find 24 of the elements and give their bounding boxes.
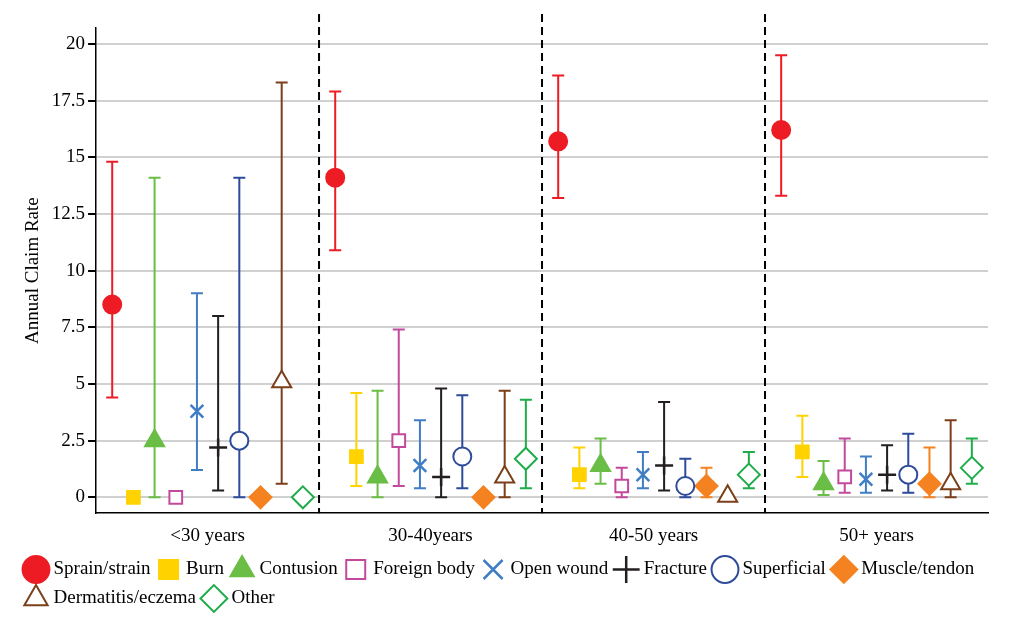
- legend-label: Contusion: [259, 557, 339, 579]
- legend-label: Sprain/strain: [53, 557, 152, 579]
- x-tick-label: 40-50 years: [608, 523, 699, 545]
- legend-label: Burn: [186, 557, 225, 579]
- legend-label: Foreign body: [373, 557, 476, 579]
- y-tick-label: 15: [66, 145, 86, 167]
- y-tick-label: 12.5: [51, 201, 86, 223]
- legend-label: Fracture: [643, 557, 708, 579]
- x-tick-label: 50+ years: [839, 523, 914, 545]
- x-tick-label: 30-40years: [388, 523, 473, 545]
- legend-label: Other: [231, 586, 276, 608]
- y-tick-label: 2.5: [61, 428, 86, 450]
- y-axis-title: Annual Claim Rate: [21, 197, 43, 344]
- x-tick-label: <30 years: [170, 523, 245, 545]
- y-tick-label: 20: [66, 31, 86, 53]
- y-tick-label: 0: [75, 485, 86, 507]
- legend-label: Dermatitis/eczema: [53, 586, 197, 608]
- legend-label: Superficial: [742, 557, 826, 579]
- y-tick-label: 10: [66, 258, 86, 280]
- y-tick-label: 7.5: [61, 315, 86, 337]
- y-tick-label: 5: [75, 371, 86, 393]
- legend-label: Open wound: [510, 557, 609, 579]
- legend-label: Muscle/tendon: [861, 557, 975, 579]
- y-tick-label: 17.5: [51, 88, 86, 110]
